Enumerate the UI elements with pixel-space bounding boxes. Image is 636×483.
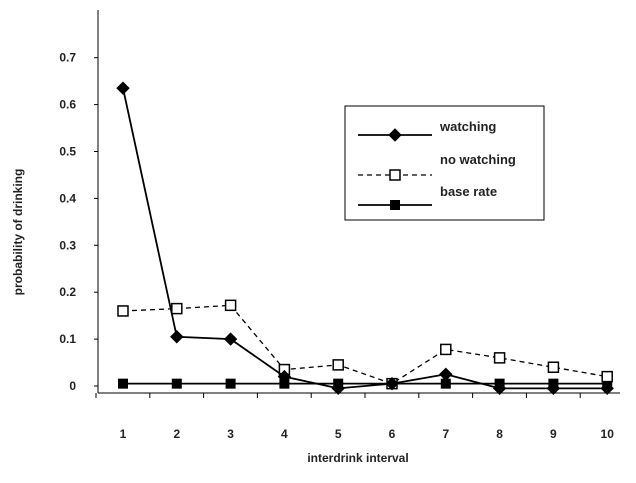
x-tick-label: 3 <box>227 427 234 441</box>
data-point <box>223 332 238 346</box>
series-no-watching <box>117 299 613 390</box>
x-tick-label: 9 <box>550 427 557 441</box>
data-point <box>600 381 614 396</box>
legend-box <box>344 105 545 221</box>
legend-label: no watching <box>440 152 516 167</box>
legend-label: watching <box>439 119 496 134</box>
legend-label: base rate <box>440 184 497 199</box>
data-point <box>493 352 506 364</box>
data-point <box>225 378 236 389</box>
y-tick-label: 0.3 <box>59 238 76 252</box>
data-point <box>546 381 561 396</box>
data-point <box>439 367 453 381</box>
data-point <box>277 369 292 384</box>
x-tick-label: 5 <box>335 427 342 441</box>
data-point <box>385 376 399 391</box>
series-line <box>122 304 608 385</box>
x-tick-label: 10 <box>601 427 615 441</box>
data-point <box>332 359 344 371</box>
x-tick-label: 4 <box>281 427 288 441</box>
data-point <box>170 330 184 344</box>
data-point <box>116 81 130 95</box>
y-tick-label: 0.7 <box>59 51 76 65</box>
data-point <box>547 361 560 373</box>
data-point <box>171 378 182 389</box>
legend-marker <box>389 169 401 181</box>
data-point <box>171 302 183 315</box>
data-point <box>118 378 128 389</box>
series-layer <box>116 81 614 396</box>
series-watching <box>116 81 614 396</box>
data-point <box>117 305 129 317</box>
legend-marker <box>388 128 402 142</box>
x-axis-title: interdrink interval <box>307 451 408 465</box>
legend-marker <box>390 200 400 210</box>
x-tick-label: 2 <box>173 427 180 441</box>
data-point <box>492 381 507 396</box>
y-tick-label: 0.2 <box>59 285 76 299</box>
y-tick-label: 0 <box>69 379 76 393</box>
x-tick-label: 7 <box>442 427 449 441</box>
data-point <box>440 343 452 356</box>
x-tick-label: 1 <box>120 427 127 441</box>
legend: watching no watching base rate <box>344 105 545 221</box>
y-axis-title: probability of drinking <box>11 169 25 296</box>
y-tick-label: 0.6 <box>59 98 76 112</box>
data-point <box>224 299 237 312</box>
y-tick-label: 0.4 <box>59 191 76 205</box>
x-tick-label: 8 <box>496 427 503 441</box>
y-tick-label: 0.5 <box>59 145 76 159</box>
data-point <box>331 381 345 396</box>
data-point <box>601 370 613 383</box>
y-tick-label: 0.1 <box>59 332 76 346</box>
x-tick-label: 6 <box>389 427 396 441</box>
axes: 0 0.1 0.2 0.3 0.4 0.5 0.6 0.7 1 2 3 4 5 6 7 8 9 10 <box>59 10 620 441</box>
series-line <box>122 87 608 390</box>
